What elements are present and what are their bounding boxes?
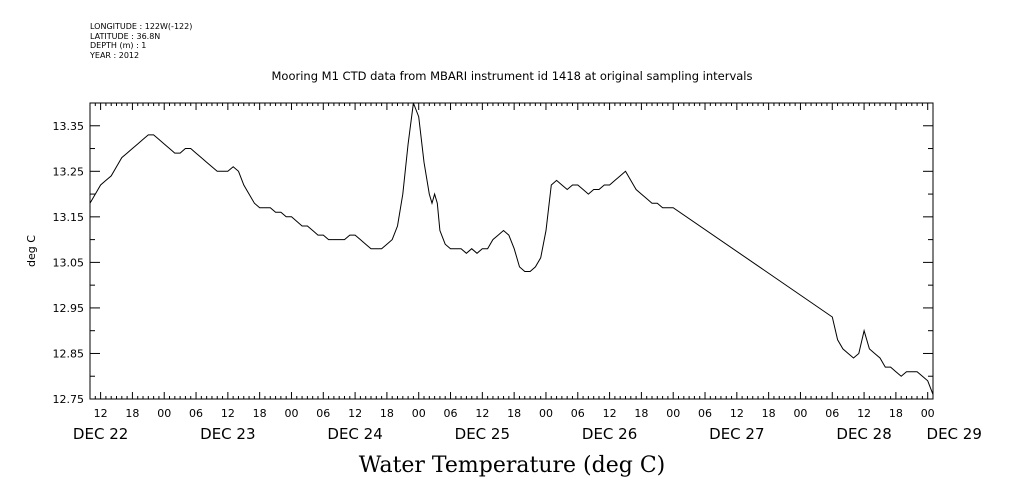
- metadata-block: LONGITUDE : 122W(-122) LATITUDE : 36.8N …: [90, 22, 192, 60]
- x-hour-label: 00: [793, 407, 807, 420]
- x-hour-label: 12: [221, 407, 235, 420]
- y-tick-label: 13.15: [53, 211, 85, 224]
- x-hour-label: 00: [539, 407, 553, 420]
- longitude-text: LONGITUDE : 122W(-122): [90, 22, 193, 31]
- x-day-label: DEC 23: [200, 425, 255, 443]
- x-day-label: DEC 29: [927, 425, 982, 443]
- y-tick-label: 12.85: [53, 347, 85, 360]
- y-tick-label: 12.95: [53, 302, 85, 315]
- x-hour-label: 06: [444, 407, 458, 420]
- y-tick-label: 12.75: [53, 393, 85, 406]
- x-hour-label: 12: [730, 407, 744, 420]
- x-hour-label: 18: [889, 407, 903, 420]
- latitude-text: LATITUDE : 36.8N: [90, 31, 161, 41]
- y-tick-label: 13.35: [53, 120, 85, 133]
- y-axis-label: deg C: [25, 235, 38, 267]
- x-hour-label: 12: [475, 407, 489, 420]
- x-hour-label: 12: [348, 407, 362, 420]
- x-hour-label: 06: [316, 407, 330, 420]
- x-hour-label: 06: [698, 407, 712, 420]
- x-day-label: DEC 22: [73, 425, 128, 443]
- x-hour-label: 18: [125, 407, 139, 420]
- x-hour-label: 00: [284, 407, 298, 420]
- x-hour-label: 00: [666, 407, 680, 420]
- y-tick-label: 13.25: [53, 165, 85, 178]
- year-text: YEAR : 2012: [90, 50, 140, 60]
- x-day-label: DEC 26: [582, 425, 637, 443]
- x-hour-label: 06: [189, 407, 203, 420]
- x-hour-label: 00: [921, 407, 935, 420]
- x-hour-label: 18: [253, 407, 267, 420]
- x-day-label: DEC 25: [455, 425, 510, 443]
- series-line: [89, 102, 934, 395]
- x-hour-label: 18: [762, 407, 776, 420]
- x-hour-label: 12: [857, 407, 871, 420]
- x-hour-label: 18: [634, 407, 648, 420]
- plot-title: Mooring M1 CTD data from MBARI instrumen…: [271, 69, 753, 83]
- axis-labels: 12.75 12.85 12.95 13.05 13.15 13.25 13.35 12 18 0…: [53, 120, 982, 443]
- x-day-label: DEC 28: [836, 425, 891, 443]
- x-hour-label: 00: [412, 407, 426, 420]
- depth-text: DEPTH (m) : 1: [90, 41, 147, 50]
- axis-ticks: [89, 102, 934, 400]
- x-hour-label: 18: [380, 407, 394, 420]
- x-day-label: DEC 27: [709, 425, 764, 443]
- x-hour-label: 06: [825, 407, 839, 420]
- x-hour-label: 00: [157, 407, 171, 420]
- x-hour-label: 18: [507, 407, 521, 420]
- x-hour-label: 06: [571, 407, 585, 420]
- x-day-label: DEC 24: [327, 425, 382, 443]
- x-hour-label: 12: [94, 407, 108, 420]
- main-title: Water Temperature (deg C): [358, 453, 666, 478]
- plot-frame: [89, 102, 934, 400]
- y-tick-label: 13.05: [53, 256, 85, 269]
- x-hour-label: 12: [603, 407, 617, 420]
